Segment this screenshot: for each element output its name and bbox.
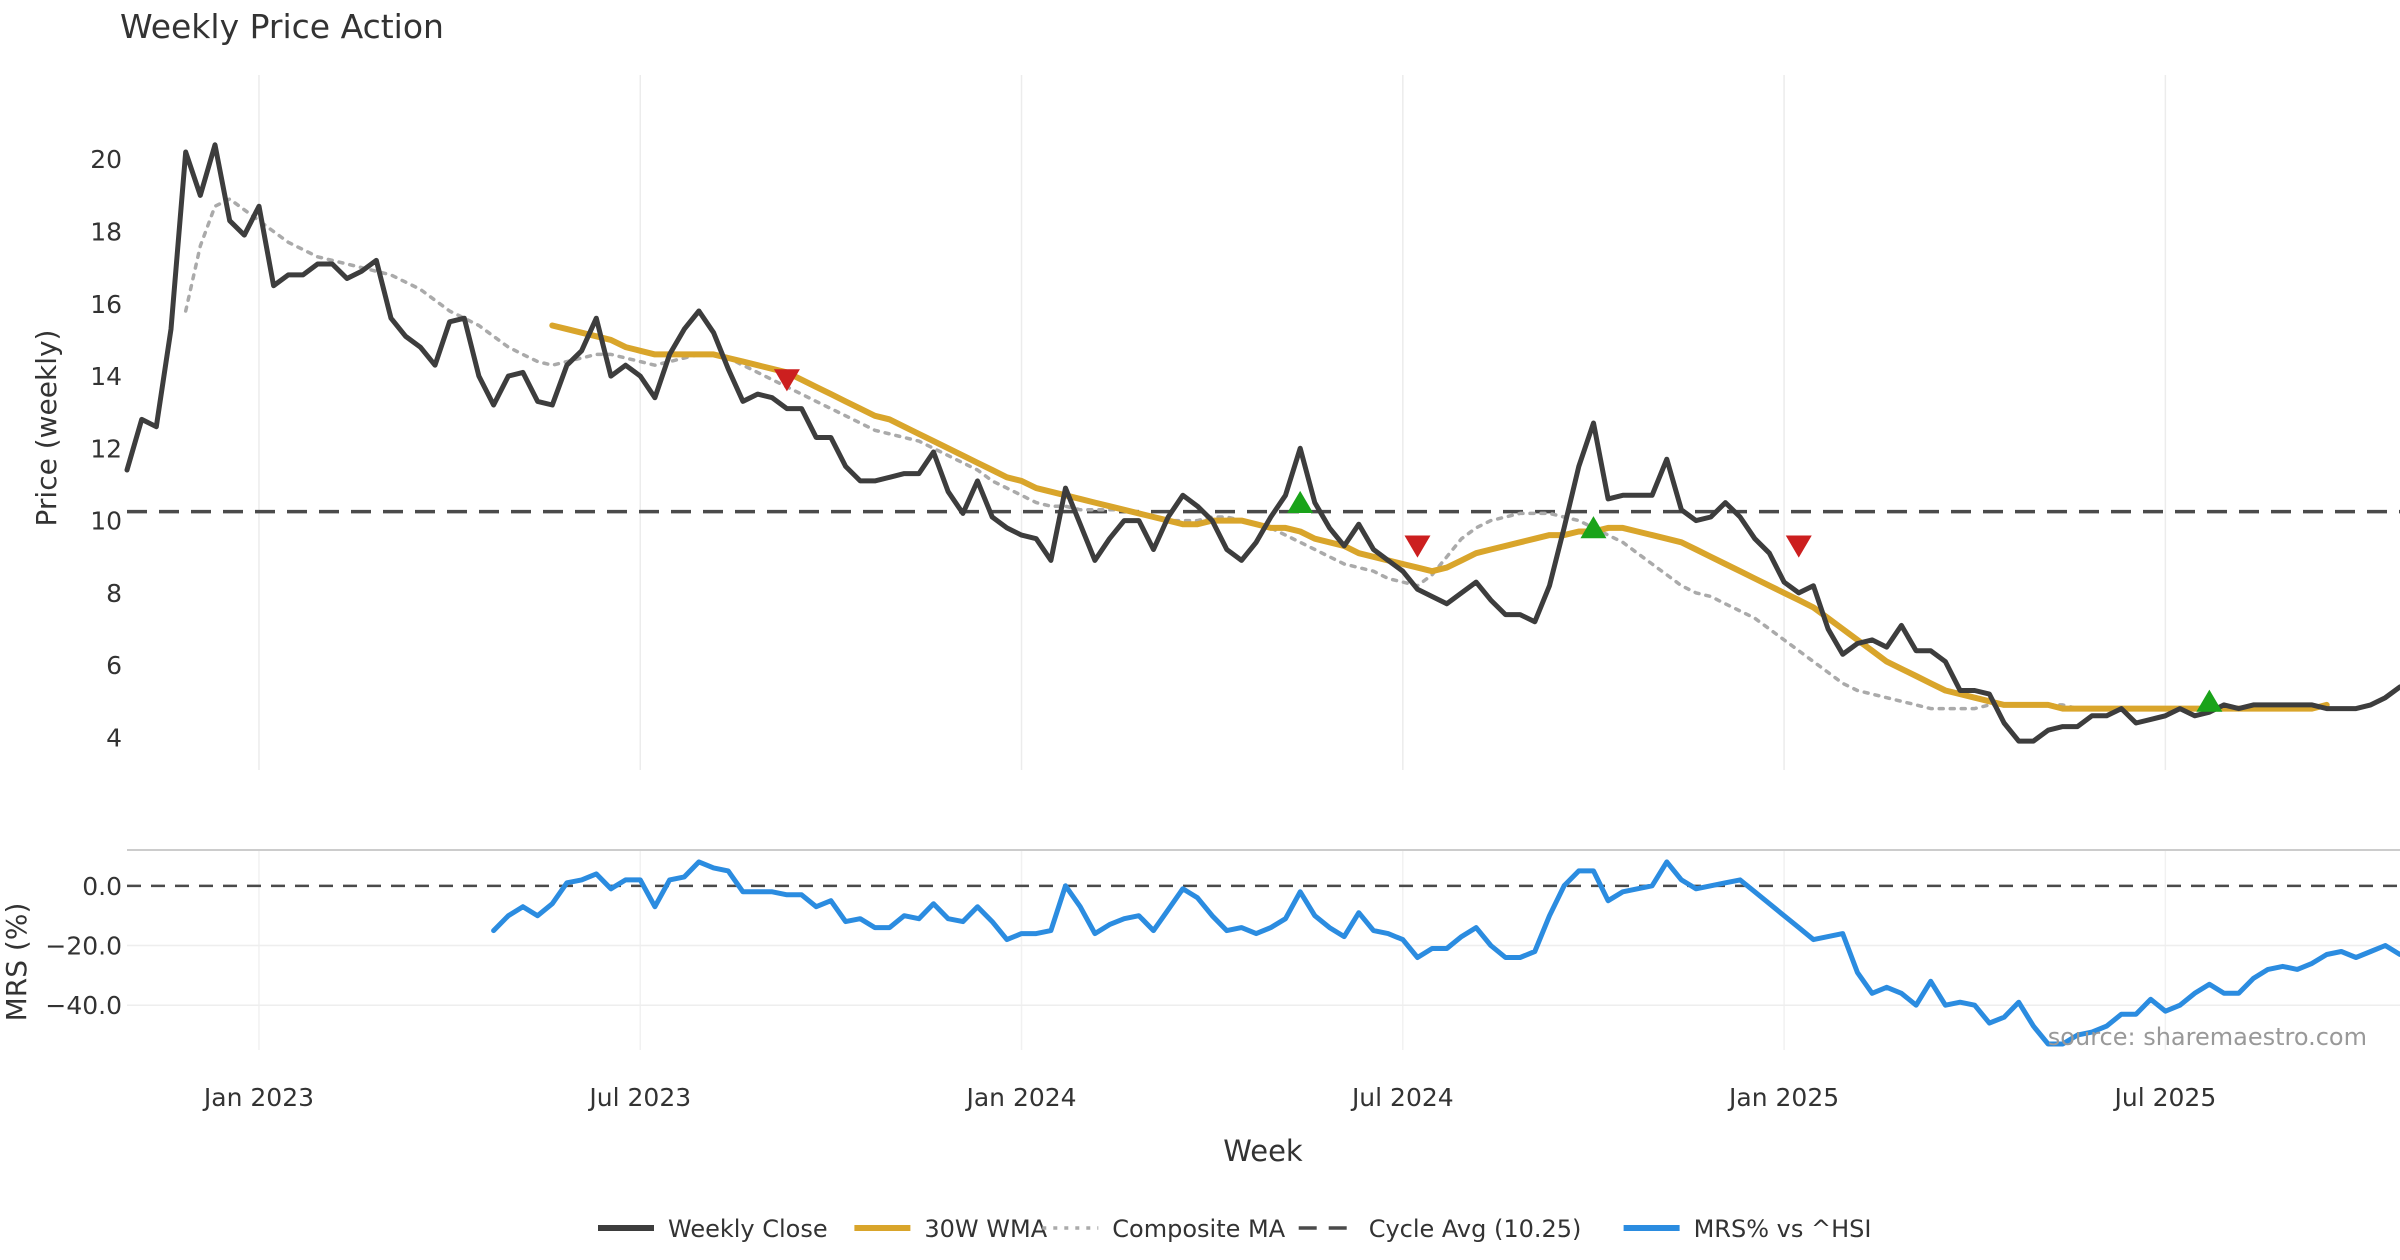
buy-signal-marker bbox=[1287, 490, 1314, 513]
mrs-y-axis-label: MRS (%) bbox=[0, 903, 33, 1022]
sell-signal-marker bbox=[773, 369, 800, 392]
series-mrs-vs-hsi bbox=[491, 859, 2400, 1047]
mrs-y-tick-label: −40.0 bbox=[45, 991, 122, 1020]
series-30w-wma bbox=[549, 322, 2330, 712]
mrs-y-tick-label: −20.0 bbox=[45, 932, 122, 961]
buy-signal-marker bbox=[2196, 689, 2223, 712]
x-tick-label: Jul 2024 bbox=[1350, 1083, 1454, 1112]
legend-label: Composite MA bbox=[1112, 1215, 1285, 1243]
legend-label: Weekly Close bbox=[668, 1215, 828, 1243]
source-note: source: sharemaestro.com bbox=[2048, 1023, 2367, 1051]
sell-signal-marker bbox=[1404, 535, 1431, 558]
price-y-tick-label: 14 bbox=[90, 362, 122, 391]
price-y-tick-label: 6 bbox=[106, 651, 122, 680]
price-y-axis-label: Price (weekly) bbox=[30, 330, 63, 527]
legend-label: MRS% vs ^HSI bbox=[1694, 1215, 1872, 1243]
price-y-tick-label: 20 bbox=[90, 145, 122, 174]
x-axis-label: Week bbox=[1223, 1134, 1303, 1168]
price-y-tick-label: 10 bbox=[90, 507, 122, 536]
grid-layer bbox=[127, 75, 2400, 1050]
x-tick-label: Jul 2023 bbox=[587, 1083, 691, 1112]
price-y-tick-label: 4 bbox=[106, 723, 122, 752]
price-y-tick-label: 12 bbox=[90, 434, 122, 463]
legend-label: 30W WMA bbox=[924, 1215, 1047, 1243]
signal-markers bbox=[773, 369, 2223, 712]
buy-signal-marker bbox=[1580, 516, 1607, 539]
legend-label: Cycle Avg (10.25) bbox=[1369, 1215, 1582, 1243]
series-composite-ma bbox=[183, 197, 2314, 711]
x-tick-label: Jan 2024 bbox=[964, 1083, 1076, 1112]
legend: Weekly Close 30W WMA Composite MA Cycle Avg… bbox=[598, 1215, 1871, 1243]
x-tick-label: Jul 2025 bbox=[2113, 1083, 2217, 1112]
price-series-layer bbox=[124, 142, 2400, 744]
price-y-tick-label: 16 bbox=[90, 290, 122, 319]
x-tick-label: Jan 2025 bbox=[1727, 1083, 1839, 1112]
x-ticks: Jan 2023 Jul 2023 Jan 2024 Jul 2024 Jan 2025… bbox=[202, 1083, 2216, 1112]
chart-title: Weekly Price Action bbox=[120, 7, 444, 46]
mrs-series-layer bbox=[127, 859, 2400, 1047]
price-y-ticks: 4 6 8 10 12 14 16 18 20 bbox=[90, 145, 122, 752]
price-y-tick-label: 18 bbox=[90, 217, 122, 246]
price-y-tick-label: 8 bbox=[106, 579, 122, 608]
mrs-y-ticks: 0.0 −20.0 −40.0 bbox=[45, 872, 122, 1020]
sell-signal-marker bbox=[1785, 535, 1812, 558]
x-tick-label: Jan 2023 bbox=[202, 1083, 314, 1112]
mrs-y-tick-label: 0.0 bbox=[82, 872, 122, 901]
series-weekly-close bbox=[124, 142, 2400, 744]
